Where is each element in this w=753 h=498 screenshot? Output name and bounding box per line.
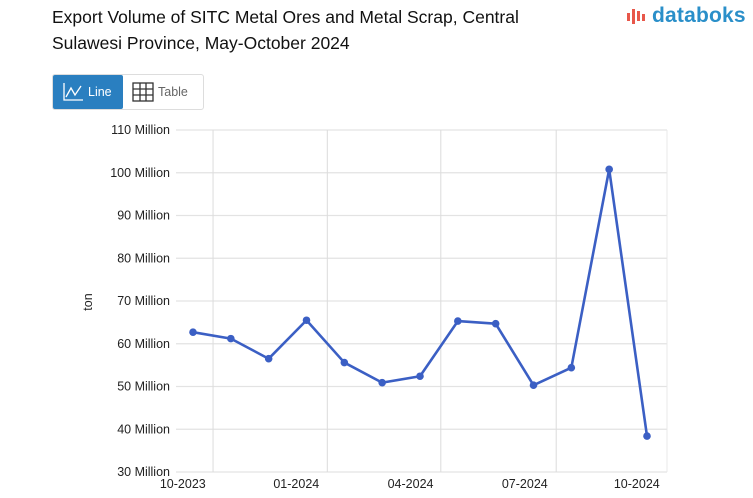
data-point-05-2024: [454, 317, 462, 325]
x-tick-label: 04-2024: [388, 477, 434, 491]
y-tick-label: 40 Million: [117, 422, 170, 436]
x-tick-label: 10-2023: [160, 477, 206, 491]
data-point-03-2024: [378, 378, 386, 387]
y-tick-label: 60 Million: [117, 337, 170, 351]
data-point-12-2023: [264, 354, 273, 363]
data-point-10-2024: [643, 432, 651, 440]
y-tick-label: 30 Million: [117, 465, 170, 479]
y-tick-label: 100 Million: [110, 166, 170, 180]
line-view-button[interactable]: Line: [53, 75, 123, 109]
table-icon: [132, 82, 154, 102]
y-tick-label: 50 Million: [117, 380, 170, 394]
y-axis-label: ton: [81, 293, 95, 310]
data-point-08-2024: [567, 363, 576, 372]
data-point-10-2023: [189, 328, 197, 337]
data-point-11-2023: [227, 334, 235, 343]
databoks-logo[interactable]: databoks: [626, 4, 746, 28]
view-toggle: Line Table: [52, 74, 204, 110]
y-tick-label: 80 Million: [117, 251, 170, 265]
table-view-label: Table: [158, 85, 188, 99]
table-view-button[interactable]: Table: [123, 75, 197, 109]
y-tick-label: 90 Million: [117, 209, 170, 223]
x-tick-label: 10-2024: [614, 477, 660, 491]
y-tick-label: 110 Million: [111, 123, 170, 137]
y-tick-label: 70 Million: [117, 294, 170, 308]
line-view-label: Line: [88, 85, 112, 99]
data-point-02-2024: [340, 358, 349, 367]
series-line: [192, 168, 649, 437]
data-point-09-2024: [605, 165, 613, 174]
data-point-07-2024: [529, 381, 538, 390]
chart-title: Export Volume of SITC Metal Ores and Met…: [52, 7, 519, 53]
x-tick-label: 01-2024: [273, 477, 319, 491]
x-tick-label: 07-2024: [502, 477, 548, 491]
data-point-06-2024: [491, 319, 500, 328]
logo-bars-icon: [627, 9, 645, 24]
data-point-04-2024: [416, 372, 424, 381]
data-point-01-2024: [302, 316, 311, 325]
logo-text: databoks: [652, 4, 746, 27]
line-chart-icon: [63, 83, 83, 101]
